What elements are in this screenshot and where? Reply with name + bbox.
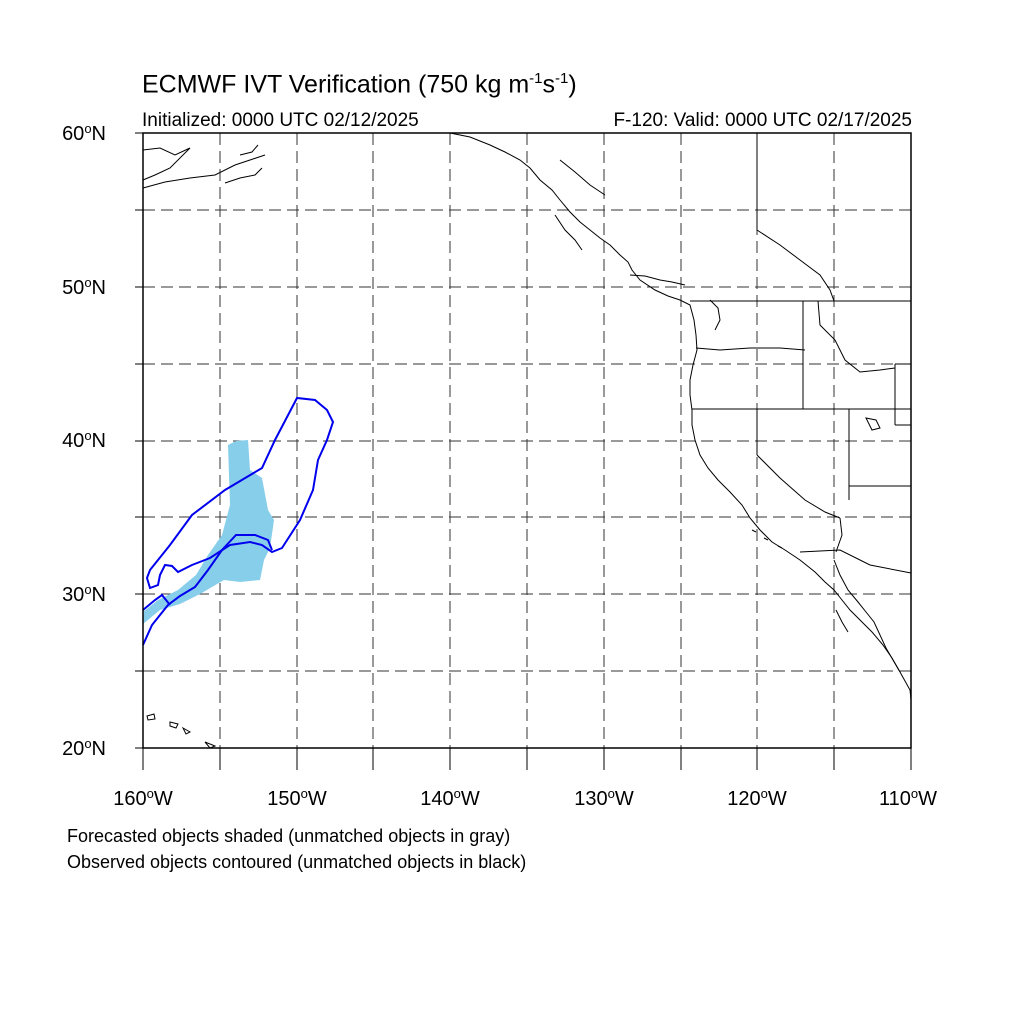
baja-coast xyxy=(833,559,901,673)
lon-label-120w: 120oW xyxy=(727,786,787,810)
forecast-object-shade xyxy=(143,440,274,624)
lat-label-40n: 40oN xyxy=(62,428,106,452)
hawaii-islands xyxy=(146,713,217,749)
coastlines xyxy=(142,132,912,749)
footnote-observed: Observed objects contoured (unmatched ob… xyxy=(67,852,527,872)
footnote-forecast: Forecasted objects shaded (unmatched obj… xyxy=(67,826,511,846)
lat-label-30n: 30oN xyxy=(62,582,106,606)
lon-label-110w: 110oW xyxy=(878,786,937,810)
valid-time: F-120: Valid: 0000 UTC 02/17/2025 xyxy=(613,110,912,131)
initialized-time: Initialized: 0000 UTC 02/12/2025 xyxy=(142,110,419,131)
observed-object-contours xyxy=(142,396,335,646)
lon-label-160w: 160oW xyxy=(113,786,173,810)
lat-label-20n: 20oN xyxy=(62,736,106,760)
lon-label-150w: 150oW xyxy=(267,786,327,810)
lon-label-130w: 130oW xyxy=(574,786,634,810)
lat-label-50n: 50oN xyxy=(62,275,106,299)
lon-label-140w: 140oW xyxy=(420,786,480,810)
lat-label-60n: 60oN xyxy=(62,121,106,145)
state-borders xyxy=(690,133,912,574)
map-title: ECMWF IVT Verification (750 kg m-1s-1) xyxy=(142,70,577,99)
alaska-coast xyxy=(142,147,191,181)
tick-marks xyxy=(135,132,912,770)
north-america-coast xyxy=(449,132,912,701)
